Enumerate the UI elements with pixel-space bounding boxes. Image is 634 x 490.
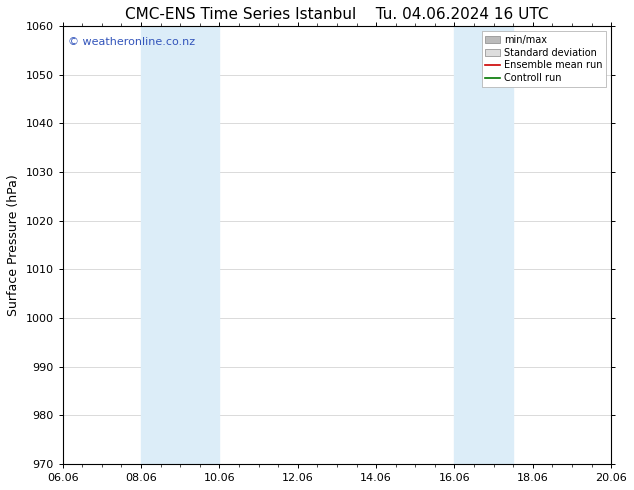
Legend: min/max, Standard deviation, Ensemble mean run, Controll run: min/max, Standard deviation, Ensemble me…: [482, 31, 606, 87]
Y-axis label: Surface Pressure (hPa): Surface Pressure (hPa): [7, 174, 20, 316]
Bar: [141, 26, 219, 464]
Text: © weatheronline.co.nz: © weatheronline.co.nz: [68, 37, 195, 47]
Title: CMC-ENS Time Series Istanbul    Tu. 04.06.2024 16 UTC: CMC-ENS Time Series Istanbul Tu. 04.06.2…: [125, 7, 548, 22]
Bar: [455, 26, 514, 464]
